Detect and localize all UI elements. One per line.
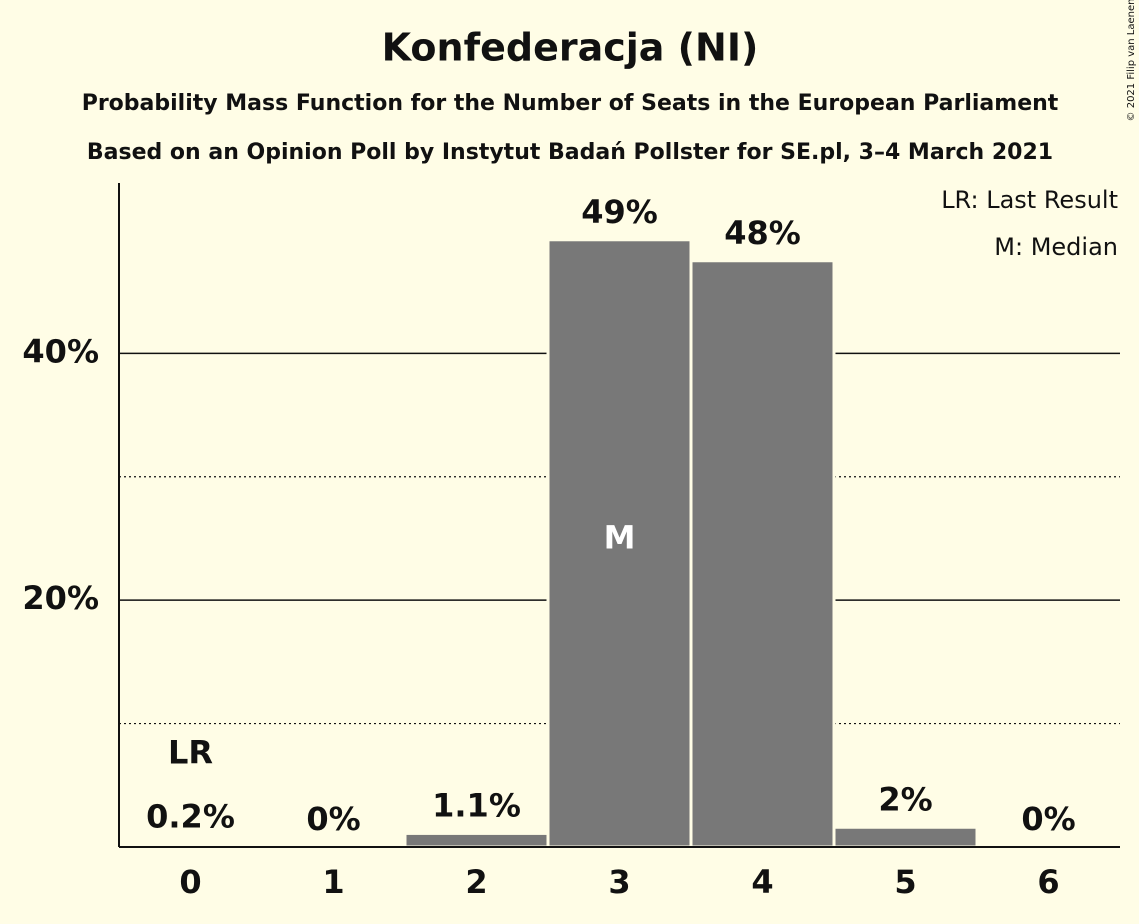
bar — [403, 831, 550, 849]
copyright: © 2021 Filip van Laenen — [1126, 0, 1137, 121]
x-tick-label: 0 — [179, 863, 201, 901]
last-result-marker: LR — [168, 734, 213, 772]
chart-subtitle: Probability Mass Function for the Number… — [82, 91, 1059, 116]
value-label: 49% — [581, 193, 658, 231]
x-tick-label: 6 — [1037, 863, 1059, 901]
bar — [832, 825, 979, 849]
y-tick-label: 20% — [22, 579, 99, 617]
median-marker: M — [604, 518, 636, 556]
y-tick-label: 40% — [22, 332, 99, 370]
chart-subtitle: Based on an Opinion Poll by Instytut Bad… — [87, 140, 1053, 165]
value-label: 0% — [1021, 800, 1075, 838]
bar — [689, 259, 836, 849]
x-tick-label: 3 — [608, 863, 630, 901]
bar — [546, 238, 693, 849]
x-tick-label: 4 — [751, 863, 773, 901]
x-tick-label: 5 — [894, 863, 916, 901]
value-label: 1.1% — [432, 786, 521, 824]
x-tick-label: 1 — [322, 863, 344, 901]
value-label: 2% — [878, 780, 932, 818]
value-label: 48% — [724, 214, 801, 252]
chart-title: Konfederacja (NI) — [382, 26, 759, 70]
legend-entry: LR: Last Result — [941, 186, 1118, 214]
value-label: 0.2% — [146, 798, 235, 836]
x-tick-label: 2 — [465, 863, 487, 901]
legend-entry: M: Median — [994, 233, 1118, 261]
value-label: 0% — [306, 800, 360, 838]
